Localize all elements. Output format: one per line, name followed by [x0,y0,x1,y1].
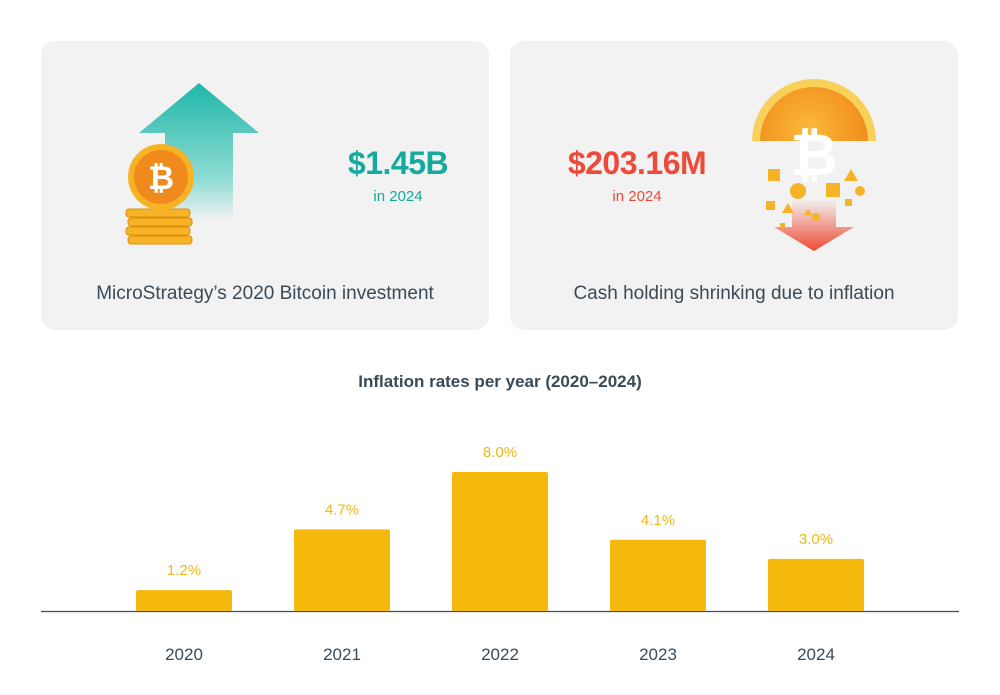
cash-card: ₿ $203.16M in 2024 Cash holding shrinkin… [510,41,958,330]
svg-text:₿: ₿ [790,121,837,189]
bar-2023 [610,539,706,611]
cash-year: in 2024 [612,188,662,205]
bar-2024 [768,558,864,611]
data-label-2023: 4.1% [641,512,675,529]
cash-value: $203.16M [567,145,707,181]
bar-2021 [294,529,390,611]
x-tick-label-2022: 2022 [481,645,519,664]
inflation-bar-chart: 1.2% 2020 4.7% 2021 8.0% 2022 4.1% 2023 3.0% 2024 [41,444,959,664]
data-label-2020: 1.2% [167,562,201,579]
data-label-2024: 3.0% [799,531,833,548]
bitcoin-dissolving-down-arrow-icon: ₿ [752,79,876,251]
x-tick-label-2024: 2024 [797,645,835,664]
svg-text:₿: ₿ [148,159,174,197]
investment-caption: MicroStrategy’s 2020 Bitcoin investment [96,283,434,304]
bar-2022 [452,472,548,611]
data-label-2022: 8.0% [483,444,517,461]
data-label-2021: 4.7% [325,501,359,518]
bar-2020 [136,590,232,611]
x-tick-label-2020: 2020 [165,645,203,664]
cash-caption: Cash holding shrinking due to inflation [573,283,895,304]
bitcoin-up-arrow-icon: ₿ [125,83,259,245]
x-tick-label-2021: 2021 [323,645,361,664]
investment-year: in 2024 [373,188,423,205]
investment-card: ₿ $1.45B in 2024 MicroStrategy’s 2020 Bi… [41,41,489,330]
chart-title: Inflation rates per year (2020–2024) [358,372,642,391]
x-tick-label-2023: 2023 [639,645,677,664]
investment-value: $1.45B [347,145,449,181]
